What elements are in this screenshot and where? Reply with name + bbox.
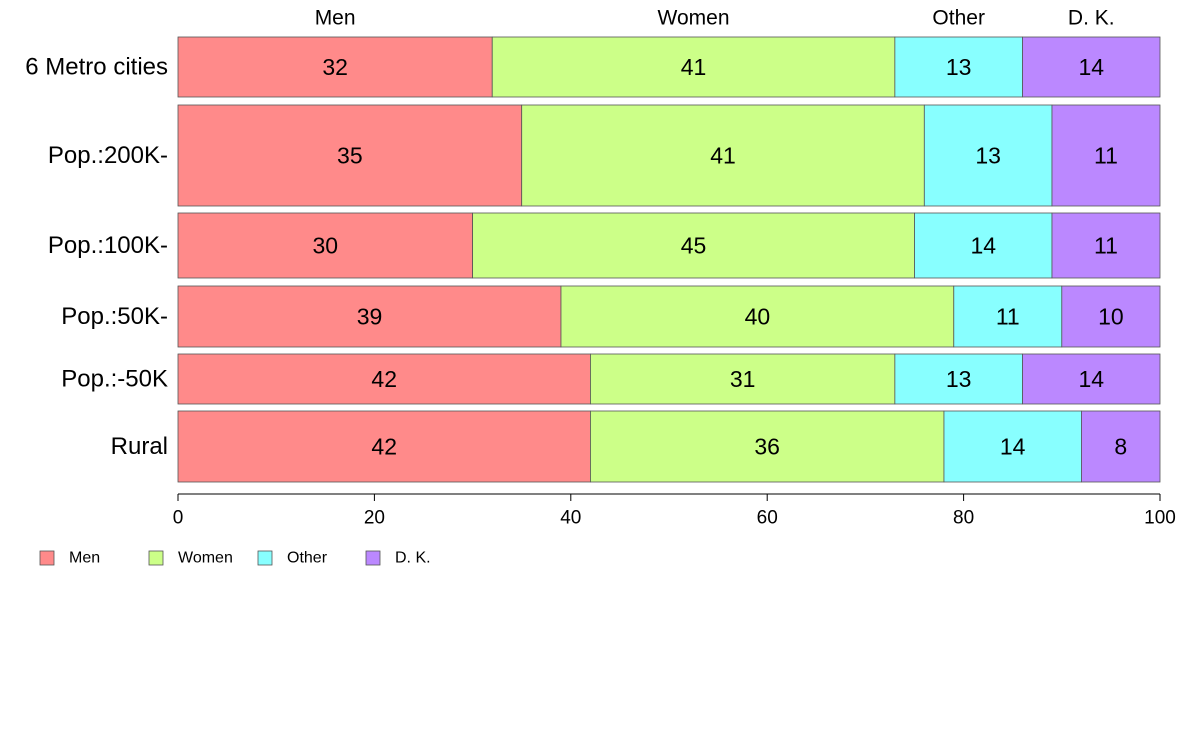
- data-label-women-rural: 36: [754, 434, 780, 460]
- x-tick-label-40: 40: [560, 508, 581, 529]
- data-label-men-pop-100k: 30: [313, 233, 339, 259]
- data-label-women-pop-100k: 45: [681, 233, 707, 259]
- bar-women-pop-50k: [590, 353, 896, 405]
- data-label-other-pop-50k: 11: [996, 304, 1020, 330]
- bar-women-pop-100k: [472, 212, 915, 279]
- data-label-men-pop-200k: 35: [337, 143, 363, 169]
- bar-d-k-pop-50k: [1061, 285, 1161, 348]
- top-label-men: Men: [315, 7, 356, 30]
- data-label-men-pop-50k: 42: [371, 366, 397, 392]
- data-label-men-pop-50k: 39: [357, 304, 383, 330]
- data-label-d-k-pop-50k: 14: [1078, 366, 1104, 392]
- data-label-d-k-pop-50k: 10: [1098, 304, 1124, 330]
- category-label-6-metro-cities: 6 Metro cities: [25, 54, 168, 81]
- category-label-pop-100k: Pop.:100K-: [48, 232, 168, 259]
- category-label-pop-50k: Pop.:-50K: [61, 366, 168, 393]
- top-label-other: Other: [932, 7, 985, 30]
- x-tick-label-20: 20: [364, 508, 385, 529]
- data-label-men-6-metro-cities: 32: [322, 54, 348, 80]
- bar-men-6-metro-cities: [177, 36, 493, 98]
- legend-swatch-men: [39, 550, 55, 566]
- data-label-other-pop-50k: 13: [946, 366, 972, 392]
- data-label-other-rural: 14: [1000, 434, 1026, 460]
- data-label-d-k-rural: 8: [1114, 434, 1127, 460]
- data-label-women-6-metro-cities: 41: [681, 54, 707, 80]
- bar-other-rural: [943, 410, 1082, 483]
- bar-women-pop-200k: [521, 104, 925, 207]
- legend-label-other: Other: [287, 550, 328, 567]
- data-label-d-k-pop-200k: 11: [1094, 143, 1118, 169]
- bar-women-6-metro-cities: [491, 36, 896, 98]
- bar-women-pop-50k: [560, 285, 955, 348]
- legend-swatch-other: [257, 550, 273, 566]
- x-tick-label-60: 60: [757, 508, 778, 529]
- bar-d-k-pop-50k: [1022, 353, 1161, 405]
- data-label-men-rural: 42: [371, 434, 397, 460]
- bar-other-6-metro-cities: [894, 36, 1023, 98]
- bar-men-pop-200k: [177, 104, 523, 207]
- category-label-pop-200k: Pop.:200K-: [48, 142, 168, 169]
- bar-men-pop-50k: [177, 285, 562, 348]
- x-tick-label-0: 0: [173, 508, 184, 529]
- bar-men-pop-50k: [177, 353, 591, 405]
- data-label-other-pop-200k: 13: [975, 143, 1001, 169]
- x-tick-label-80: 80: [953, 508, 974, 529]
- legend-swatch-women: [148, 550, 164, 566]
- category-label-rural: Rural: [111, 433, 168, 460]
- data-label-d-k-6-metro-cities: 14: [1078, 54, 1104, 80]
- data-label-other-pop-100k: 14: [970, 233, 996, 259]
- data-label-women-pop-50k: 31: [730, 366, 756, 392]
- bar-women-rural: [590, 410, 945, 483]
- top-label-women: Women: [658, 7, 730, 30]
- legend-label-d-k: D. K.: [395, 550, 431, 567]
- category-label-pop-50k: Pop.:50K-: [61, 303, 168, 330]
- bar-other-pop-50k: [894, 353, 1023, 405]
- x-tick-label-100: 100: [1144, 508, 1176, 529]
- bar-d-k-rural: [1081, 410, 1161, 483]
- data-label-other-6-metro-cities: 13: [946, 54, 972, 80]
- bar-other-pop-200k: [923, 104, 1053, 207]
- legend-swatch-d-k: [365, 550, 381, 566]
- data-label-women-pop-50k: 40: [745, 304, 771, 330]
- bar-men-pop-100k: [177, 212, 474, 279]
- bar-d-k-pop-100k: [1051, 212, 1161, 279]
- bar-other-pop-50k: [953, 285, 1063, 348]
- legend-label-women: Women: [178, 550, 233, 567]
- bar-men-rural: [177, 410, 591, 483]
- top-label-d-k: D. K.: [1068, 7, 1115, 30]
- bar-d-k-pop-200k: [1051, 104, 1161, 207]
- bar-d-k-6-metro-cities: [1022, 36, 1161, 98]
- data-label-d-k-pop-100k: 11: [1094, 233, 1118, 259]
- legend-label-men: Men: [69, 550, 100, 567]
- data-label-women-pop-200k: 41: [710, 143, 736, 169]
